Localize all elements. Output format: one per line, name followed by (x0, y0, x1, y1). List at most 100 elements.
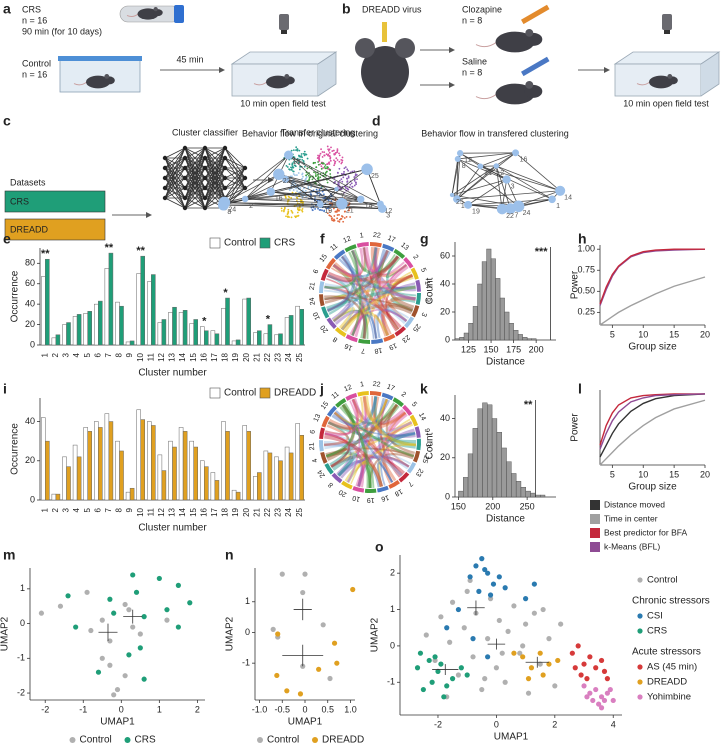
dataset-dreadd: DREADD (10, 224, 49, 234)
mouse-body (86, 75, 110, 89)
chord-ribbon (385, 274, 413, 332)
x-tick-label: 8 (115, 507, 124, 512)
cluster-dot (296, 208, 299, 211)
x-tick-label: 7 (104, 507, 113, 512)
hist-bar (463, 477, 469, 498)
cluster-dot (287, 208, 290, 211)
chord-ribbon (343, 285, 416, 333)
legend-swatch (590, 542, 600, 552)
x-tick-label: 175 (506, 344, 521, 354)
chord-ribbon (324, 443, 403, 477)
significance: ** (41, 248, 50, 260)
network-edge (164, 167, 186, 199)
point (558, 621, 564, 627)
x-tick-label: 2 (195, 704, 200, 714)
cluster-dot (315, 166, 318, 169)
significance: * (223, 287, 228, 299)
chord-ribbon (333, 309, 369, 339)
flow-node (273, 168, 285, 181)
cluster-dot (303, 165, 306, 168)
chord-ribbon (386, 454, 412, 477)
point (114, 686, 121, 693)
x-tick-label: 15 (669, 469, 679, 479)
chord-ribbon (383, 412, 406, 483)
hist-bar (495, 278, 501, 341)
cluster-dot (330, 146, 332, 149)
point (502, 679, 508, 685)
cluster-dot (315, 188, 318, 191)
cluster-dot (336, 149, 339, 152)
chord-segment (344, 244, 357, 253)
point (449, 599, 456, 605)
network-node (182, 155, 188, 161)
x-tick-label: 7 (104, 352, 113, 357)
chord-ribbon (380, 432, 416, 486)
flow-edge (244, 173, 280, 200)
network-edge (204, 147, 226, 169)
bar (253, 332, 258, 346)
chord-ribbon (385, 257, 407, 279)
point (107, 662, 113, 668)
flow-edge (515, 152, 561, 192)
point (461, 625, 467, 631)
x-tick-label: 0 (302, 704, 307, 714)
cluster-dot (312, 161, 315, 164)
cluster-dot (354, 173, 357, 176)
x-tick-label: 6 (93, 352, 102, 357)
mouse-body (266, 75, 290, 89)
x-tick-label: 200 (485, 501, 500, 511)
x-tick-label: 250 (520, 501, 535, 511)
x-tick-label: 20 (242, 352, 251, 361)
network-node (222, 155, 228, 161)
flow-node (548, 195, 556, 204)
network-edge (164, 147, 186, 199)
mouse-body (137, 8, 159, 20)
flow-node (357, 195, 365, 203)
chord-ribbon (332, 249, 389, 323)
y-tick-label: 0 (445, 334, 450, 344)
cluster-dot (300, 153, 303, 155)
chord-ribbon (390, 271, 413, 312)
cluster-dot (301, 156, 303, 159)
legend-swatch (637, 679, 643, 685)
legend-swatch (259, 387, 271, 399)
flow-node (512, 149, 520, 157)
point (552, 683, 558, 689)
cluster-dot (328, 214, 331, 217)
chord-label: 17 (386, 235, 396, 244)
cluster-dot (338, 218, 341, 221)
panel-letter: j (319, 381, 324, 397)
bar (299, 435, 304, 501)
network-node (162, 195, 168, 201)
cluster-dot (291, 175, 293, 178)
network-edge (164, 147, 186, 189)
point (537, 661, 543, 667)
y-tick-label: 0 (30, 339, 35, 349)
chord-segment (370, 391, 382, 397)
cluster-dot (295, 146, 298, 149)
chord-ribbon (378, 250, 392, 335)
flow-node (361, 163, 373, 176)
point (525, 676, 532, 682)
chord-ribbon (337, 459, 381, 488)
cluster-dot (326, 154, 329, 157)
chord-ribbon (334, 262, 400, 331)
point (482, 566, 488, 573)
point (601, 697, 608, 704)
cluster-dot (291, 169, 293, 171)
x-tick-label: 22 (263, 352, 272, 361)
flow-edge (320, 203, 383, 209)
chord-segment (345, 392, 358, 401)
bar (119, 450, 124, 501)
cluster-dot (296, 148, 299, 151)
x-axis-label: UMAP1 (100, 717, 135, 728)
hist-bar (508, 323, 514, 341)
chord-ribbon (328, 411, 407, 432)
bar (200, 460, 205, 501)
chord-label: 18 (374, 346, 383, 354)
cluster-dot (294, 174, 296, 177)
point (111, 610, 117, 616)
point (444, 625, 450, 631)
chord-ribbon (341, 282, 416, 331)
